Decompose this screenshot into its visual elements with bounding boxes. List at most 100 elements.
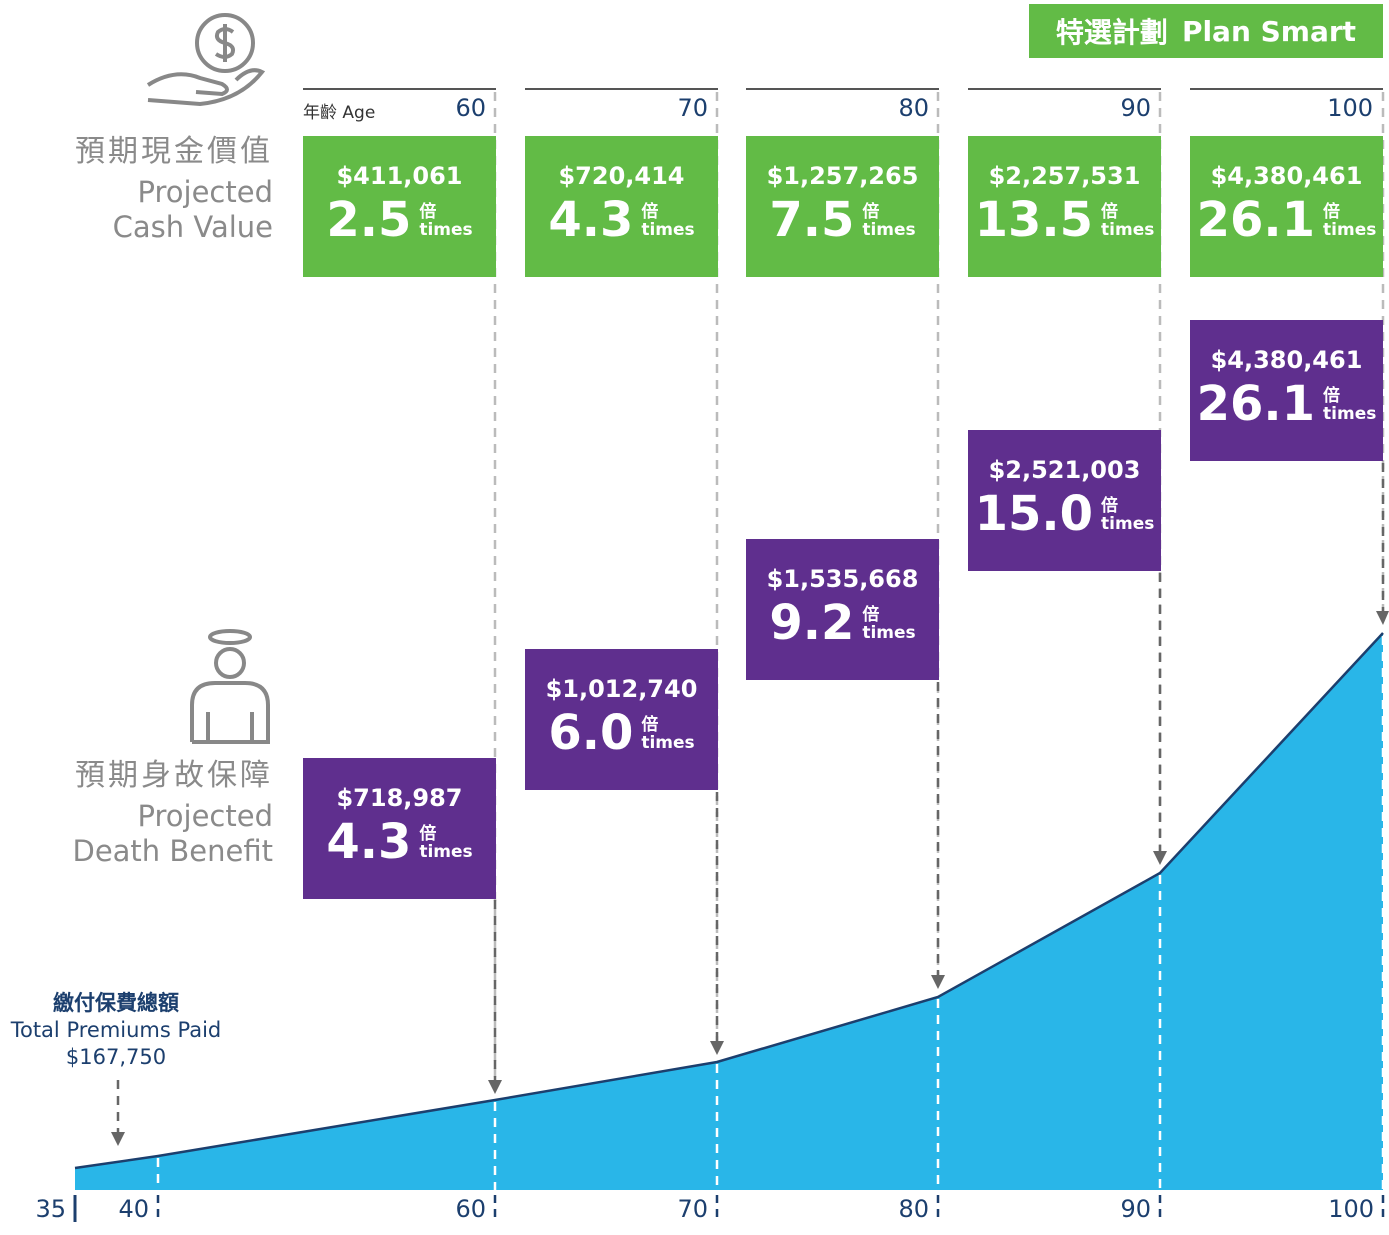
multiple-unit: 倍 times [1101, 203, 1154, 239]
age: 60 [455, 94, 486, 122]
value-box: $4,380,461 26.1 倍 times [1190, 136, 1383, 277]
multiple-unit: 倍 times [1323, 203, 1376, 239]
multiple-value: 15.0 [974, 486, 1094, 542]
value-box: $718,987 4.3 倍 times [303, 758, 496, 899]
unit-en: times [862, 220, 916, 240]
unit-zh: 倍 [1323, 386, 1341, 406]
age-header: 年齡 Age 60 [303, 88, 496, 123]
unit-zh: 倍 [1323, 202, 1341, 222]
label-zh: 預期身故保障 [75, 758, 273, 793]
unit-zh: 倍 [641, 202, 659, 222]
cash-value-label: 預期現金價值 Projected Cash Value [75, 134, 273, 245]
multiple-value: 2.5 [326, 192, 412, 248]
age-header: 100 [1190, 88, 1383, 122]
value-box: $411,061 2.5 倍 times [303, 136, 496, 277]
death-benefit-label: 預期身故保障 Projected Death Benefit [72, 758, 273, 869]
multiple-value: 26.1 [1196, 192, 1316, 248]
multiple-value: 26.1 [1196, 376, 1316, 432]
unit-en: times [641, 220, 695, 240]
multiple-value: 4.3 [326, 814, 412, 870]
unit-zh: 倍 [1101, 496, 1119, 516]
label-zh: 預期現金價值 [75, 134, 273, 169]
premiums-zh: 繳付保費總額 [53, 991, 179, 1015]
plan-badge: 特選計劃 Plan Smart [1029, 4, 1383, 58]
multiple: 6.0 倍 times [525, 705, 718, 761]
multiple: 4.3 倍 times [525, 192, 718, 248]
age: 90 [1120, 94, 1151, 122]
amount: $2,521,003 [988, 456, 1141, 484]
multiple-unit: 倍 times [641, 716, 694, 752]
axis-label: 35 [35, 1195, 66, 1223]
multiple-value: 13.5 [974, 192, 1094, 248]
amount: $720,414 [558, 162, 685, 190]
unit-en: times [1323, 220, 1377, 240]
multiple-value: 4.3 [548, 192, 634, 248]
unit-en: times [641, 733, 695, 753]
age: 80 [898, 94, 929, 122]
unit-en: times [419, 842, 473, 862]
multiple: 4.3 倍 times [303, 814, 496, 870]
unit-en: times [419, 220, 473, 240]
axis-label: 40 [118, 1195, 149, 1223]
amount: $718,987 [336, 784, 463, 812]
amount: $1,535,668 [766, 565, 919, 593]
axis-label: 80 [898, 1195, 929, 1223]
axis-label: 100 [1328, 1195, 1374, 1223]
value-box: $2,257,531 13.5 倍 times [968, 136, 1161, 277]
unit-zh: 倍 [419, 824, 437, 844]
amount: $411,061 [336, 162, 463, 190]
multiple: 15.0 倍 times [968, 486, 1161, 542]
axis-label: 70 [677, 1195, 708, 1223]
premiums-amount: $167,750 [65, 1045, 167, 1069]
axis-label: 90 [1120, 1195, 1151, 1223]
multiple: 7.5 倍 times [746, 192, 939, 248]
unit-en: times [1101, 220, 1155, 240]
value-box: $2,521,003 15.0 倍 times [968, 430, 1161, 571]
unit-zh: 倍 [862, 605, 880, 625]
value-box: $720,414 4.3 倍 times [525, 136, 718, 277]
multiple-unit: 倍 times [862, 606, 915, 642]
badge-zh: 特選計劃 [1055, 16, 1168, 49]
unit-en: times [1323, 404, 1377, 424]
multiple-unit: 倍 times [419, 825, 472, 861]
multiple-unit: 倍 times [862, 203, 915, 239]
multiple-unit: 倍 times [1323, 387, 1376, 423]
unit-en: times [1101, 514, 1155, 534]
badge-en: Plan Smart [1181, 14, 1357, 48]
unit-zh: 倍 [862, 202, 880, 222]
unit-zh: 倍 [641, 715, 659, 735]
label-en: Death Benefit [72, 834, 273, 868]
multiple: 26.1 倍 times [1190, 192, 1383, 248]
label-en: Cash Value [112, 210, 273, 244]
angel-icon [190, 629, 270, 744]
multiple: 2.5 倍 times [303, 192, 496, 248]
age-header: 90 [968, 88, 1161, 122]
value-box: $1,535,668 9.2 倍 times [746, 539, 939, 680]
unit-en: times [862, 623, 916, 643]
value-box: $1,012,740 6.0 倍 times [525, 649, 718, 790]
premiums-en: Total Premiums Paid [10, 1018, 222, 1042]
multiple: 13.5 倍 times [968, 192, 1161, 248]
label-en: Projected [137, 175, 273, 209]
unit-zh: 倍 [1101, 202, 1119, 222]
axis-label: 60 [455, 1195, 486, 1223]
age: 70 [677, 94, 708, 122]
multiple-value: 9.2 [769, 595, 855, 651]
premiums-label: 繳付保費總額 Total Premiums Paid $167,750 [0, 990, 232, 1071]
amount: $4,380,461 [1210, 162, 1363, 190]
multiple: 26.1 倍 times [1190, 376, 1383, 432]
amount: $1,257,265 [766, 162, 919, 190]
multiple: 9.2 倍 times [746, 595, 939, 651]
age: 100 [1327, 94, 1373, 122]
age-header: 80 [746, 88, 939, 122]
age-header: 70 [525, 88, 718, 122]
multiple-unit: 倍 times [641, 203, 694, 239]
value-box: $4,380,461 26.1 倍 times [1190, 320, 1383, 461]
multiple-unit: 倍 times [419, 203, 472, 239]
multiple-unit: 倍 times [1101, 497, 1154, 533]
amount: $2,257,531 [988, 162, 1141, 190]
multiple-value: 6.0 [548, 705, 634, 761]
unit-zh: 倍 [419, 202, 437, 222]
money-icon [146, 13, 266, 107]
